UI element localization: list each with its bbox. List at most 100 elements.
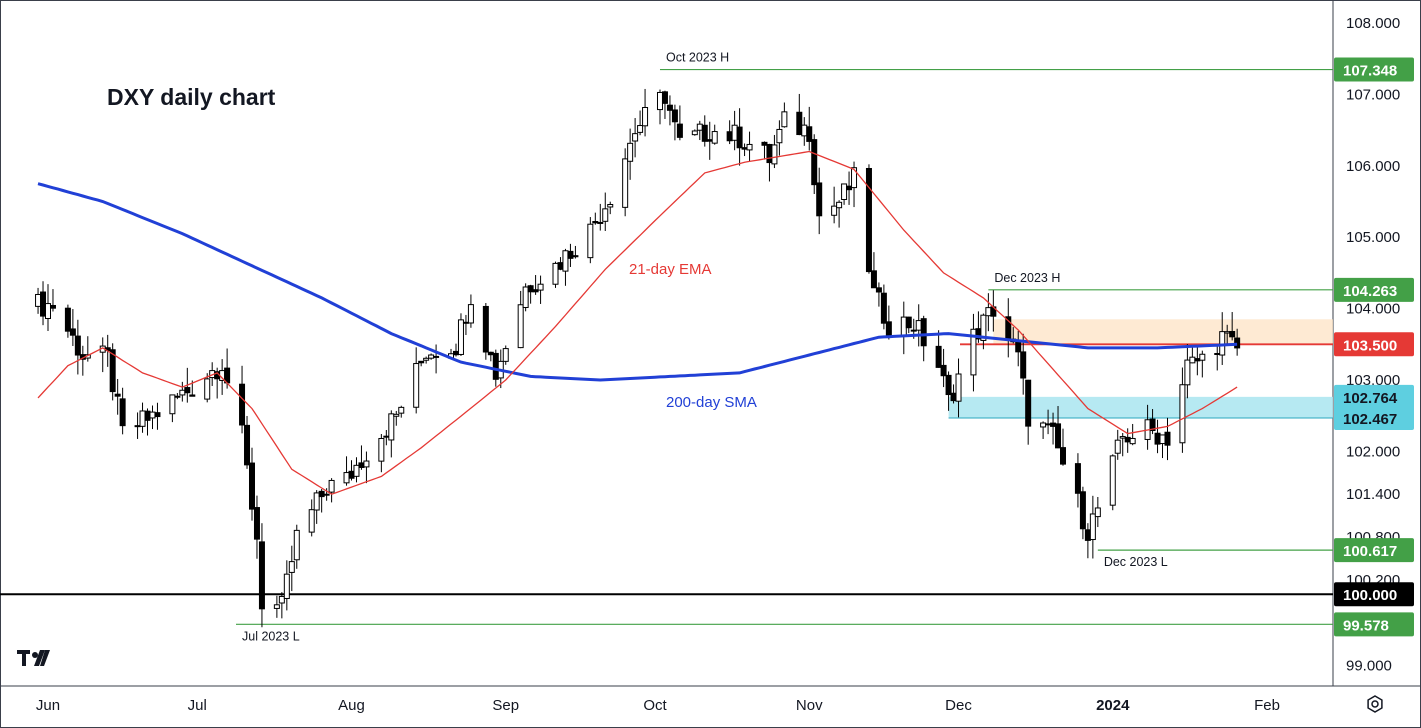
y-tick-label: 105.000 xyxy=(1346,229,1400,246)
candle-up xyxy=(457,319,464,355)
candle-up xyxy=(562,250,569,272)
chart-settings-button[interactable] xyxy=(1365,694,1385,714)
x-tick-label: Jul xyxy=(188,697,207,714)
candle-up xyxy=(711,131,718,144)
price-tag-label-103.500: 103.500 xyxy=(1343,337,1397,354)
candle-down xyxy=(74,335,81,356)
y-tick-label: 106.000 xyxy=(1346,158,1400,175)
candle-up xyxy=(313,492,320,511)
candle-up xyxy=(1109,455,1116,506)
candle-up xyxy=(900,316,907,336)
candle-up xyxy=(1089,513,1096,541)
annotation-jul-2023-l: Jul 2023 L xyxy=(242,629,300,643)
candle-down xyxy=(706,139,713,142)
x-tick-label: Sep xyxy=(492,697,519,714)
candle-up xyxy=(801,124,808,137)
candle-down xyxy=(144,410,151,421)
price-tag-102.467 xyxy=(1334,406,1414,431)
candle-up xyxy=(273,604,280,609)
candle-down xyxy=(950,392,957,402)
candle-up xyxy=(632,133,639,142)
y-tick-label: 104.000 xyxy=(1346,301,1400,318)
sma-200-line xyxy=(37,182,1238,382)
candle-down xyxy=(253,507,260,540)
candle-up xyxy=(607,204,614,208)
candle-down xyxy=(482,305,489,353)
candle-down xyxy=(114,393,121,397)
candle-down xyxy=(1079,491,1086,530)
candle-down xyxy=(258,541,265,610)
candle-up xyxy=(955,373,962,402)
candle-up xyxy=(656,91,663,111)
candle-up xyxy=(423,357,430,361)
candle-down xyxy=(572,255,579,258)
candle-up xyxy=(781,111,788,128)
candle-down xyxy=(154,412,161,418)
candle-up xyxy=(970,328,977,376)
y-tick-label: 107.000 xyxy=(1346,86,1400,103)
candle-down xyxy=(1020,351,1027,379)
candle-up xyxy=(393,413,400,417)
candle-up xyxy=(691,130,698,136)
price-tag-label-107.348: 107.348 xyxy=(1343,63,1397,80)
x-tick-label: Aug xyxy=(338,697,365,714)
candle-down xyxy=(248,462,255,510)
price-tag-label-102.467: 102.467 xyxy=(1343,411,1397,428)
candle-down xyxy=(1060,447,1067,465)
price-tag-99.578 xyxy=(1334,612,1414,637)
candle-down xyxy=(383,435,390,438)
candle-up xyxy=(980,314,987,341)
candle-down xyxy=(1164,431,1171,446)
candle-down xyxy=(557,262,564,270)
candle-down xyxy=(905,316,912,329)
candle-up xyxy=(502,348,509,362)
candle-down xyxy=(940,364,947,377)
candle-down xyxy=(40,291,47,317)
candle-down xyxy=(184,387,191,394)
candle-up xyxy=(522,286,529,308)
y-tick-label: 108.000 xyxy=(1346,15,1400,32)
candle-down xyxy=(174,395,181,398)
candle-up xyxy=(1119,436,1126,439)
ema-label: 21-day EMA xyxy=(629,261,712,278)
candle-down xyxy=(846,185,853,191)
price-tag-103.500 xyxy=(1334,332,1414,357)
candle-down xyxy=(736,126,743,149)
candle-down xyxy=(592,221,599,224)
candle-down xyxy=(119,398,126,427)
candle-down xyxy=(433,355,440,358)
candle-up xyxy=(910,329,917,332)
candle-up xyxy=(353,464,360,477)
candle-down xyxy=(880,292,887,324)
y-tick-label: 101.400 xyxy=(1346,486,1400,503)
candle-down xyxy=(69,328,76,336)
candle-up xyxy=(517,304,524,349)
price-tag-102.764 xyxy=(1334,384,1414,409)
candle-up xyxy=(413,363,420,408)
x-tick-label: Dec xyxy=(945,697,972,714)
candle-up xyxy=(627,142,634,162)
candle-down xyxy=(870,270,877,289)
candle-up xyxy=(537,283,544,291)
candle-up xyxy=(1094,507,1101,518)
candle-up xyxy=(343,472,350,484)
candle-down xyxy=(452,350,459,356)
candle-up xyxy=(1040,422,1047,428)
candle-down xyxy=(487,351,494,356)
candle-up xyxy=(149,411,156,419)
candle-down xyxy=(532,289,539,293)
candle-up xyxy=(836,201,843,209)
candle-up xyxy=(139,410,146,427)
candle-down xyxy=(64,307,71,332)
candle-up xyxy=(1114,439,1121,454)
candle-down xyxy=(109,349,116,393)
candle-down xyxy=(661,91,668,104)
candle-up xyxy=(746,143,753,151)
price-tag-100.617 xyxy=(1334,538,1414,563)
candle-up xyxy=(841,183,848,201)
price-tag-100.000 xyxy=(1334,582,1414,607)
candle-up xyxy=(204,378,211,400)
candle-down xyxy=(816,182,823,217)
